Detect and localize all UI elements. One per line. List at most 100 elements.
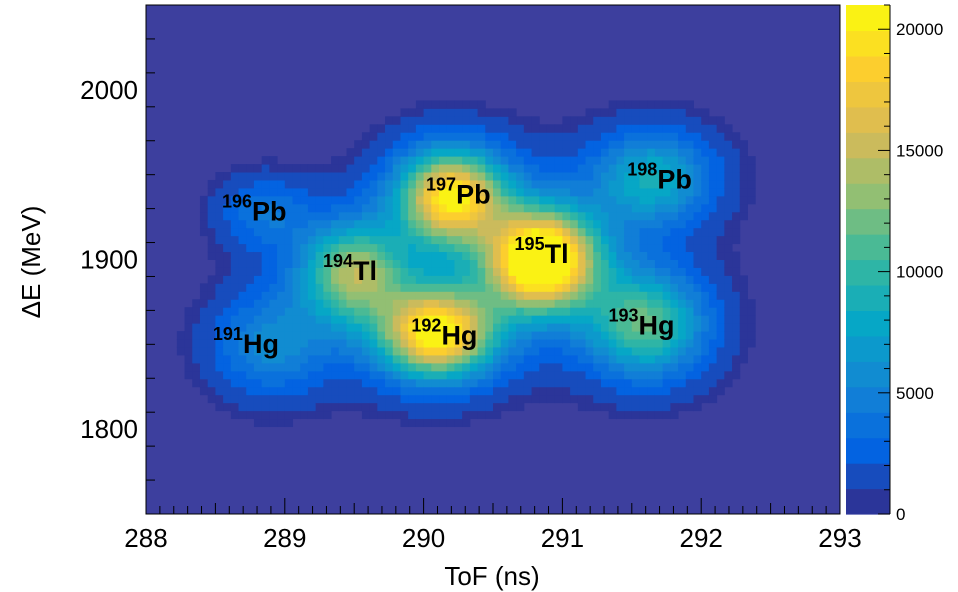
heatmap-cell	[246, 331, 255, 340]
heatmap-cell	[454, 203, 463, 213]
heatmap-cell	[246, 259, 255, 268]
heatmap-cell	[215, 187, 224, 197]
heatmap-cell	[716, 339, 725, 348]
heatmap-cell	[199, 370, 209, 380]
heatmap-cell	[415, 140, 425, 149]
heatmap-cell	[724, 172, 733, 181]
heatmap-cell	[392, 275, 401, 284]
heatmap-cell	[361, 164, 371, 173]
heatmap-cell	[307, 187, 317, 197]
heatmap-cell	[361, 140, 371, 149]
heatmap-cell	[423, 307, 432, 316]
heatmap-cell	[400, 315, 409, 324]
heatmap-cell	[554, 362, 563, 372]
heatmap-cell	[439, 323, 448, 332]
heatmap-cell	[639, 243, 648, 253]
heatmap-cell	[608, 267, 617, 276]
heatmap-cell	[670, 275, 679, 284]
heatmap-cell	[361, 172, 371, 181]
heatmap-cell	[708, 339, 718, 348]
isotope-mass: 196	[222, 192, 252, 212]
heatmap-cell	[462, 219, 471, 229]
heatmap-cell	[369, 291, 378, 300]
heatmap-cell	[554, 211, 563, 221]
heatmap-cell	[261, 227, 270, 237]
heatmap-cell	[570, 148, 579, 157]
heatmap-cell	[647, 323, 656, 332]
heatmap-cell	[446, 132, 455, 141]
heatmap-cell	[539, 323, 548, 332]
heatmap-cell	[631, 331, 641, 340]
heatmap-cell	[523, 386, 533, 396]
heatmap-cell	[678, 187, 687, 197]
heatmap-cell	[400, 378, 409, 388]
heatmap-cell	[662, 291, 671, 300]
heatmap-cell	[670, 219, 679, 229]
heatmap-cell	[516, 116, 525, 125]
heatmap-cell	[531, 323, 540, 332]
heatmap-cell	[608, 299, 617, 308]
heatmap-cell	[439, 203, 448, 213]
heatmap-cell	[508, 354, 517, 364]
heatmap-cell	[469, 370, 479, 380]
heatmap-cell	[361, 251, 371, 260]
heatmap-cell	[269, 267, 278, 276]
heatmap-cell	[500, 354, 509, 364]
heatmap-cell	[300, 315, 309, 324]
heatmap-cell	[307, 211, 317, 221]
heatmap-cell	[662, 346, 671, 356]
heatmap-cell	[223, 251, 232, 260]
heatmap-cell	[624, 227, 633, 237]
heatmap-cell	[392, 299, 401, 308]
heatmap-cell	[207, 179, 216, 189]
heatmap-cell	[377, 291, 386, 300]
heatmap-cell	[531, 124, 540, 133]
heatmap-cell	[307, 354, 317, 364]
heatmap-cell	[415, 299, 425, 308]
heatmap-cell	[624, 251, 633, 260]
heatmap-cell	[315, 164, 324, 173]
heatmap-cell	[439, 331, 448, 340]
heatmap-cell	[215, 370, 224, 380]
heatmap-cell	[508, 235, 517, 245]
heatmap-cell	[207, 354, 216, 364]
heatmap-cell	[377, 211, 386, 221]
heatmap-cell	[616, 402, 625, 412]
heatmap-cell	[392, 164, 401, 173]
heatmap-cell	[546, 394, 556, 404]
heatmap-cell	[585, 219, 594, 229]
heatmap-cell	[238, 315, 247, 324]
heatmap-cell	[708, 219, 718, 229]
heatmap-cell	[531, 339, 540, 348]
heatmap-cell	[493, 108, 502, 117]
heatmap-cell	[346, 275, 355, 284]
heatmap-cell	[546, 172, 556, 181]
heatmap-cell	[539, 346, 548, 356]
heatmap-cell	[261, 219, 270, 229]
heatmap-cell	[639, 378, 648, 388]
heatmap-cell	[423, 219, 432, 229]
isotope-element: Pb	[456, 180, 491, 210]
heatmap-cell	[516, 283, 525, 292]
heatmap-cell	[423, 299, 432, 308]
heatmap-cell	[701, 156, 710, 165]
colorbar-bin	[846, 412, 890, 439]
heatmap-cell	[585, 339, 594, 348]
heatmap-cell	[546, 211, 556, 221]
heatmap-cell	[253, 195, 263, 205]
heatmap-cell	[708, 179, 718, 189]
heatmap-cell	[708, 156, 718, 165]
heatmap-cell	[184, 362, 193, 372]
heatmap-cell	[207, 203, 216, 213]
heatmap-cell	[315, 243, 324, 253]
heatmap-cell	[469, 354, 479, 364]
heatmap-cell	[500, 203, 509, 213]
heatmap-cell	[624, 140, 633, 149]
heatmap-cell	[462, 394, 471, 404]
heatmap-cell	[585, 243, 594, 253]
heatmap-cell	[624, 132, 633, 141]
heatmap-cell	[307, 275, 317, 284]
heatmap-cell	[323, 219, 332, 229]
heatmap-cell	[408, 370, 417, 380]
